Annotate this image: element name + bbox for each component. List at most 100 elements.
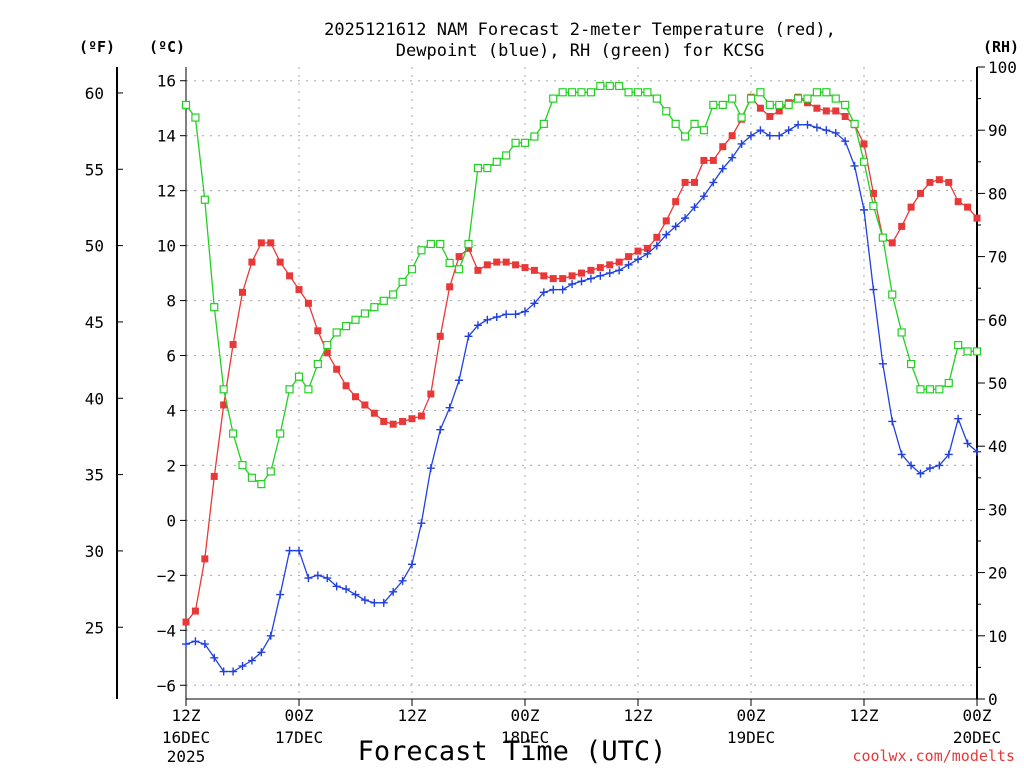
rh-tick-label: 60 [988,311,1007,330]
temperature-point [436,332,444,340]
relative-humidity-point [247,473,257,482]
relative-humidity-point [351,315,360,324]
temperature-point [578,269,585,277]
temperature-point [832,107,840,115]
time-tick-year: 2025 [167,747,206,766]
relative-humidity-point [605,81,614,91]
celsius-tick-label: 16 [157,72,176,91]
relative-humidity-point [398,277,407,286]
temperature-point [342,382,350,390]
temperature-point [465,244,472,252]
fahrenheit-tick-label: 40 [85,389,104,408]
dewpoint-point [973,447,981,456]
temperature-point [888,239,896,247]
relative-humidity-point [869,201,878,211]
relative-humidity-point [181,100,191,110]
temperature-point [417,412,425,420]
temperature-point [804,99,811,107]
relative-humidity-point [502,151,511,160]
fahrenheit-tick-label: 50 [85,237,104,256]
rh-tick-label: 0 [988,690,998,709]
relative-humidity-point [511,138,520,147]
relative-humidity-point [718,100,727,110]
relative-humidity-point [633,88,643,97]
grid-lines [186,67,977,699]
celsius-tick-label: 10 [157,237,176,256]
temperature-point [766,112,774,120]
relative-humidity-point [841,100,850,110]
dewpoint-point [718,164,727,173]
dewpoint-point [699,192,708,201]
dewpoint-point [925,464,934,473]
dewpoint-point [313,571,322,580]
temperature-point [681,178,689,186]
relative-humidity-point [972,347,982,356]
dewpoint-point [728,153,737,162]
dewpoint-point [511,310,520,319]
dewpoint-point [191,637,200,646]
dewpoint-point [775,131,784,140]
dewpoint-point [568,280,577,289]
dewpoint-point [615,266,624,275]
time-tick-hour: 12Z [398,706,427,725]
dewpoint-point [351,590,360,599]
relative-humidity-point [257,480,266,489]
celsius-tick-label: 12 [157,182,176,201]
celsius-tick-label: 0 [166,511,176,530]
dewpoint-point [681,214,690,223]
dewpoint-point [229,667,238,676]
time-tick-hour: 12Z [850,706,879,725]
dewpoint-point [389,587,398,596]
temperature-point [587,266,595,274]
relative-humidity-point [210,303,219,312]
temperature-point [304,299,312,307]
dewpoint-point [332,582,341,591]
dewpoint-point [888,417,897,426]
dewpoint-point [492,313,501,322]
relative-humidity-point [520,138,530,147]
relative-humidity-point [963,347,972,356]
temperature-point [352,393,359,401]
temperature-point [672,198,680,206]
dewpoint-point [360,596,369,605]
temperature-point [841,112,849,120]
temperature-point [239,288,246,296]
time-tick-date: 17DEC [275,728,323,747]
temperature-point [926,178,934,186]
dewpoint-point [737,139,746,148]
relative-humidity-point [238,461,247,470]
time-tick-hour: 00Z [737,706,766,725]
temperature-point [295,286,303,294]
temperature-point [483,261,491,269]
time-tick-hour: 00Z [285,706,314,725]
relative-humidity-point [530,132,539,141]
temperature-point [756,104,764,112]
dewpoint-point [549,285,558,294]
dewpoint-point [878,359,887,368]
series-layer [181,81,982,676]
relative-humidity-point [888,290,897,299]
axes [116,67,978,700]
relative-humidity-point [266,467,275,476]
dewpoint-point [690,203,699,212]
temperature-point [286,272,294,280]
dewpoint-point [200,640,209,649]
dewpoint-point [210,653,219,662]
temperature-point [596,264,604,272]
dewpoint-point [860,205,868,214]
relative-humidity-point [615,81,624,91]
dewpoint-point [850,161,859,170]
relative-humidity-point [775,100,784,110]
dewpoint-point [963,439,972,448]
dewpoint-point [605,269,614,278]
dewpoint-point [436,425,445,434]
dewpoint-point [586,274,595,283]
relative-humidity-point [897,328,906,337]
dewpoint-point [276,590,285,599]
dewpoint-point [662,230,671,239]
dewpoint-point [596,271,605,280]
dewpoint-line [185,124,978,673]
relative-humidity-point [360,309,370,318]
